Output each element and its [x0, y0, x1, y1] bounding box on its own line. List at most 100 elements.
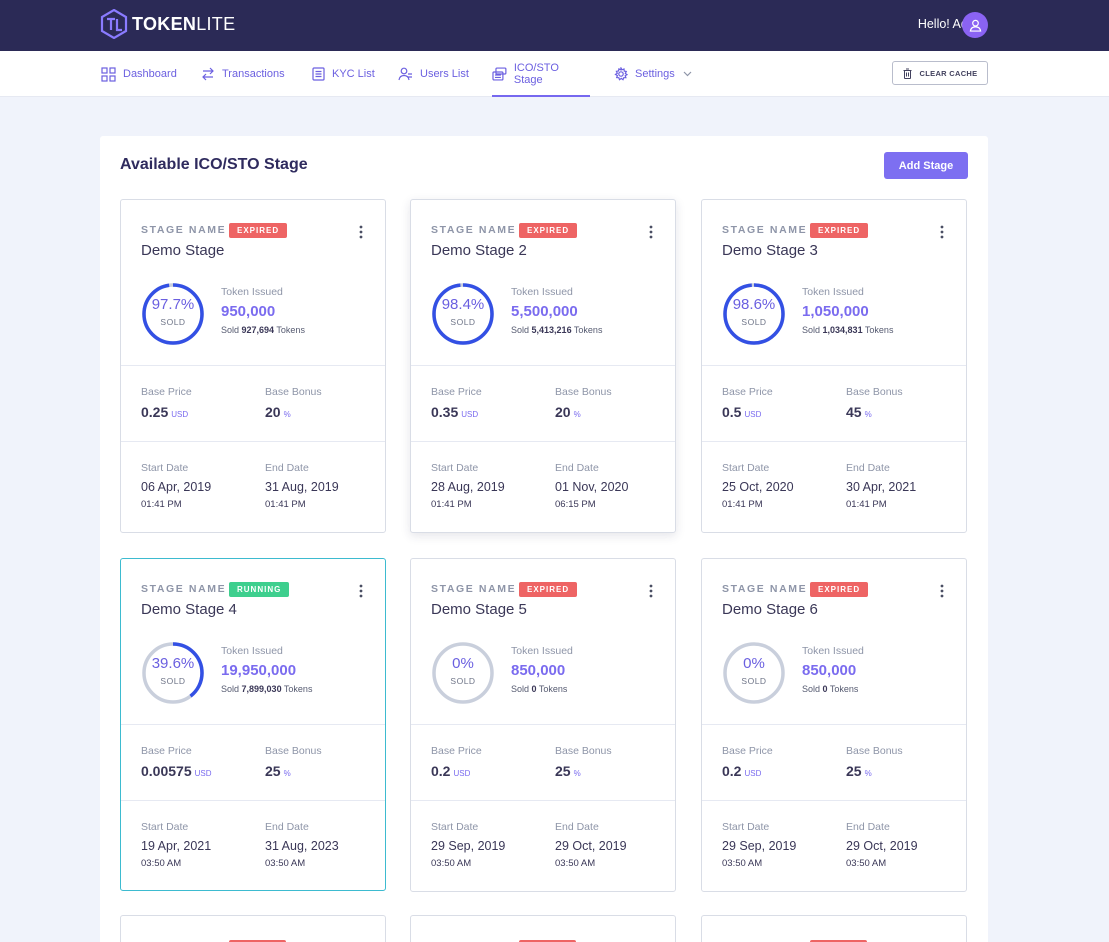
stage-card[interactable]: STAGE NAME EXPIRED Demo Stage 6 0% SOLD … — [701, 558, 967, 892]
status-badge — [229, 940, 286, 942]
base-bonus-label: Base Bonus — [265, 386, 322, 398]
user-avatar[interactable] — [962, 12, 988, 38]
stage-card[interactable]: STAGE NAME RUNNING Demo Stage 4 39.6% SO… — [120, 558, 386, 891]
chevron-down-icon — [683, 71, 692, 77]
base-price-value: 0.2 USD — [431, 763, 471, 779]
start-date-value: 28 Aug, 2019 — [431, 480, 505, 494]
divider — [702, 800, 966, 801]
sold-percent: 0% — [743, 655, 765, 672]
more-options-icon[interactable] — [649, 584, 653, 598]
token-issued-value: 850,000 — [511, 662, 566, 679]
start-date-label: Start Date — [722, 821, 770, 833]
progress-ring — [432, 642, 494, 704]
nav-label: ICO/STO Stage — [513, 62, 559, 86]
tokens-sold: Sold 927,694 Tokens — [221, 325, 305, 335]
stage-card-partial — [701, 915, 967, 942]
stage-name-label: STAGE NAME — [431, 583, 517, 595]
nav-label: Transactions — [222, 68, 285, 80]
base-bonus-label: Base Bonus — [555, 745, 612, 757]
stage-card-partial — [410, 915, 676, 942]
main-nav: Dashboard Transactions KYC List Users Li… — [0, 51, 1109, 97]
base-bonus-value: 25% — [846, 763, 872, 779]
status-badge: EXPIRED — [519, 223, 578, 238]
end-date-value: 01 Nov, 2020 — [555, 480, 629, 494]
base-price-label: Base Price — [431, 386, 482, 398]
stage-name-label: STAGE NAME — [141, 224, 227, 236]
stage-name-label: STAGE NAME — [141, 583, 227, 595]
sold-percent: 98.6% — [732, 296, 776, 313]
base-bonus-label: Base Bonus — [846, 386, 903, 398]
stage-name-label: STAGE NAME — [722, 224, 808, 236]
stage-name: Demo Stage 2 — [431, 242, 527, 259]
end-date-label: End Date — [265, 821, 309, 833]
status-badge: RUNNING — [229, 582, 290, 597]
divider — [411, 800, 675, 801]
stage-card[interactable]: STAGE NAME EXPIRED Demo Stage 97.7% SOLD… — [120, 199, 386, 533]
base-bonus-label: Base Bonus — [265, 745, 322, 757]
divider — [121, 365, 385, 366]
nav-ico-sto-stage[interactable]: ICO/STO Stage — [492, 51, 590, 97]
status-badge: EXPIRED — [810, 223, 869, 238]
end-time-value: 03:50 AM — [555, 858, 596, 869]
nav-dashboard[interactable]: Dashboard — [101, 51, 177, 97]
tokens-sold: Sold 7,899,030 Tokens — [221, 684, 313, 694]
clear-cache-button[interactable]: CLEAR CACHE — [892, 61, 988, 85]
more-options-icon[interactable] — [359, 584, 363, 598]
base-price-value: 0.35 USD — [431, 404, 479, 420]
base-price-label: Base Price — [141, 386, 192, 398]
nav-kyc-list[interactable]: KYC List — [312, 51, 375, 97]
gear-icon — [614, 67, 628, 81]
end-date-label: End Date — [555, 821, 599, 833]
divider — [411, 724, 675, 725]
token-issued-label: Token Issued — [221, 645, 283, 657]
stage-card[interactable]: STAGE NAME EXPIRED Demo Stage 5 0% SOLD … — [410, 558, 676, 892]
token-issued-value: 950,000 — [221, 303, 276, 320]
stage-card[interactable]: STAGE NAME EXPIRED Demo Stage 3 98.6% SO… — [701, 199, 967, 533]
end-time-value: 03:50 AM — [846, 858, 887, 869]
base-price-value: 0.25 USD — [141, 404, 189, 420]
more-options-icon[interactable] — [940, 584, 944, 598]
end-date-value: 31 Aug, 2019 — [265, 480, 339, 494]
grid-icon — [101, 66, 116, 82]
stage-card[interactable]: STAGE NAME EXPIRED Demo Stage 2 98.4% SO… — [410, 199, 676, 533]
nav-label: Settings — [635, 68, 675, 80]
sold-label: SOLD — [741, 317, 767, 327]
more-options-icon[interactable] — [649, 225, 653, 239]
end-date-label: End Date — [265, 462, 309, 474]
end-time-value: 03:50 AM — [265, 858, 306, 869]
start-date-value: 06 Apr, 2019 — [141, 480, 212, 494]
nav-transactions[interactable]: Transactions — [201, 51, 285, 97]
stage-name: Demo Stage — [141, 242, 225, 259]
sold-label: SOLD — [160, 676, 186, 686]
tokens-sold: Sold 0 Tokens — [802, 684, 859, 694]
nav-settings[interactable]: Settings — [614, 51, 692, 97]
token-issued-value: 19,950,000 — [221, 662, 297, 679]
document-list-icon — [312, 67, 325, 81]
progress-ring — [142, 642, 204, 704]
start-date-label: Start Date — [431, 821, 479, 833]
more-options-icon[interactable] — [359, 225, 363, 239]
nav-label: KYC List — [332, 68, 375, 80]
divider — [411, 365, 675, 366]
end-date-label: End Date — [555, 462, 599, 474]
stage-name: Demo Stage 3 — [722, 242, 818, 259]
divider — [411, 441, 675, 442]
progress-ring — [723, 642, 785, 704]
divider — [121, 441, 385, 442]
base-price-label: Base Price — [722, 745, 773, 757]
base-price-label: Base Price — [722, 386, 773, 398]
start-time-value: 03:50 AM — [141, 858, 182, 869]
start-date-label: Start Date — [722, 462, 770, 474]
nav-users-list[interactable]: Users List — [398, 51, 469, 97]
status-badge: EXPIRED — [519, 582, 578, 597]
more-options-icon[interactable] — [940, 225, 944, 239]
add-stage-button[interactable]: Add Stage — [884, 152, 968, 179]
tokens-sold: Sold 1,034,831 Tokens — [802, 325, 894, 335]
end-time-value: 06:15 PM — [555, 499, 596, 510]
base-bonus-value: 20% — [555, 404, 581, 420]
nav-label: Dashboard — [123, 68, 177, 80]
base-price-label: Base Price — [141, 745, 192, 757]
stage-name: Demo Stage 5 — [431, 601, 527, 618]
brand-logo[interactable]: TOKENLITE — [100, 9, 235, 39]
stage-name-label: STAGE NAME — [722, 583, 808, 595]
